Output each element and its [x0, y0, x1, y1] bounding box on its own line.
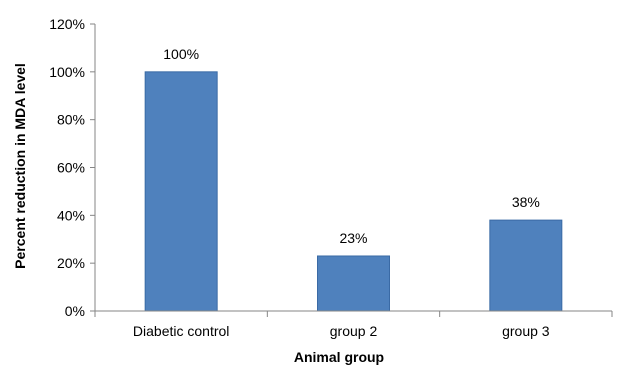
bar: [489, 219, 563, 312]
data-label: 23%: [339, 230, 367, 246]
data-labels: 100% 23% 38%: [163, 46, 540, 246]
y-axis-title: Percent reduction in MDA level: [12, 63, 28, 269]
y-tick-label: 40%: [57, 207, 85, 223]
y-tick-label: 100%: [49, 64, 85, 80]
bar: [144, 71, 218, 312]
data-label: 100%: [163, 46, 199, 62]
data-label: 38%: [512, 194, 540, 210]
y-tick-label: 80%: [57, 112, 85, 128]
axes: [94, 24, 613, 317]
y-tick-label: 120%: [49, 16, 85, 32]
x-axis-tick-labels: Diabetic control group 2 group 3: [133, 323, 550, 339]
x-tick-label: group 3: [502, 323, 550, 339]
y-axis-ticks: 0% 20% 40% 60% 80% 100% 120%: [49, 16, 95, 319]
x-tick-label: Diabetic control: [133, 323, 230, 339]
y-tick-label: 20%: [57, 255, 85, 271]
y-tick-label: 0%: [65, 303, 85, 319]
y-tick-label: 60%: [57, 160, 85, 176]
x-tick-label: group 2: [330, 323, 378, 339]
x-axis-title: Animal group: [294, 349, 384, 365]
bar: [317, 255, 390, 312]
bars: [144, 71, 563, 312]
